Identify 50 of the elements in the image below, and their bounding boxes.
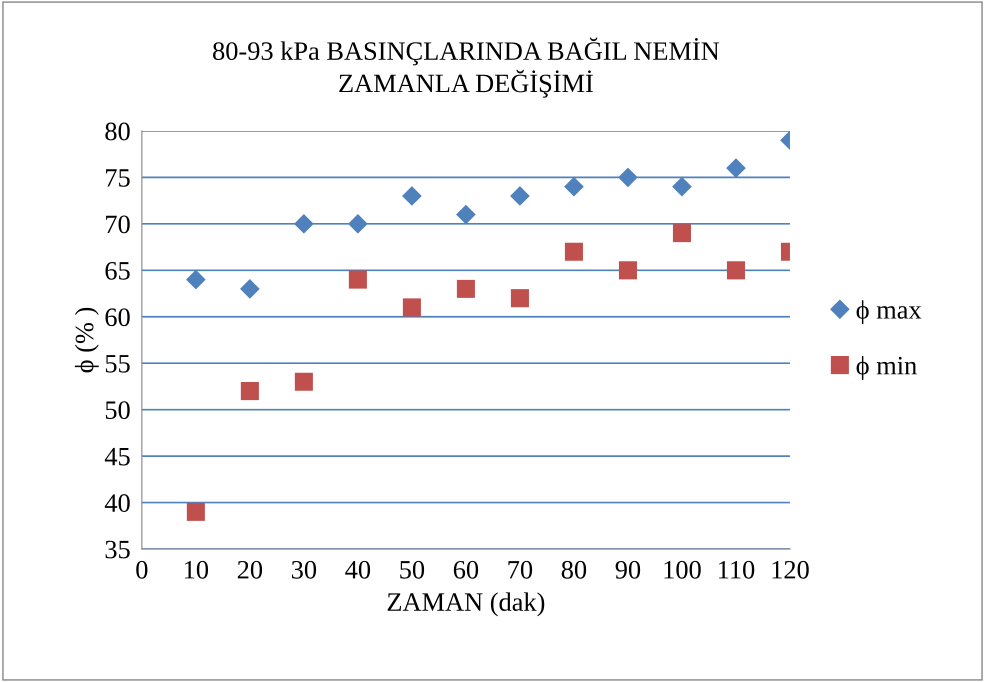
x-tick-label: 100: [664, 560, 701, 579]
point: [456, 205, 476, 224]
point: [186, 502, 205, 521]
y-tick-label: 65: [105, 262, 130, 280]
point: [672, 177, 692, 196]
point: [456, 280, 475, 298]
x-tick-label: 30: [292, 560, 316, 579]
y-tick-label: 45: [104, 448, 130, 466]
y-tick-label: 55: [106, 355, 130, 373]
point: [240, 382, 259, 400]
x-tick-label: 60: [454, 560, 478, 579]
point: [726, 261, 745, 280]
legend-label: ϕ min: [856, 356, 917, 380]
y-axis-title: ϕ (% ): [74, 308, 99, 372]
y-tick-label: 50: [106, 401, 130, 420]
point: [402, 298, 421, 316]
y-tick-label: 60: [105, 308, 130, 326]
x-tick-label: 10: [184, 560, 208, 579]
point: [510, 186, 530, 206]
point: [510, 289, 529, 308]
point: [294, 214, 314, 234]
y-tick-label: 70: [106, 215, 130, 234]
point: [402, 186, 422, 206]
point: [294, 372, 313, 391]
point: [672, 224, 691, 242]
x-tick-label: 50: [400, 560, 424, 579]
x-tick-label: 110: [718, 560, 754, 579]
point: [618, 168, 638, 187]
chart-title: 80-93 kPa BASINÇLARINDA BAĞIL NEMİN ZAMANLA DEĞİŞİMİ: [213, 37, 720, 98]
point: [240, 279, 260, 298]
x-tick-label: 20: [238, 560, 262, 579]
point: [618, 261, 637, 280]
y-tick-label: 35: [106, 540, 130, 558]
y-tick-label: 75: [106, 169, 130, 187]
point: [564, 242, 583, 261]
x-tick-label: 80: [562, 560, 586, 579]
y-tick-label: 40: [104, 494, 130, 512]
point: [726, 158, 746, 178]
point: [186, 270, 206, 290]
x-tick-label: 0: [136, 560, 148, 579]
x-tick-label: 90: [616, 560, 640, 579]
legend-label: ϕ max: [856, 300, 922, 324]
x-tick-label: 70: [508, 560, 532, 579]
point: [348, 270, 367, 289]
x-axis-title: ZAMAN (dak): [388, 592, 544, 616]
point: [348, 214, 368, 234]
x-tick-label: 40: [345, 560, 370, 579]
x-tick-label: 120: [772, 560, 809, 579]
point: [564, 177, 584, 196]
y-tick-label: 80: [105, 122, 130, 140]
